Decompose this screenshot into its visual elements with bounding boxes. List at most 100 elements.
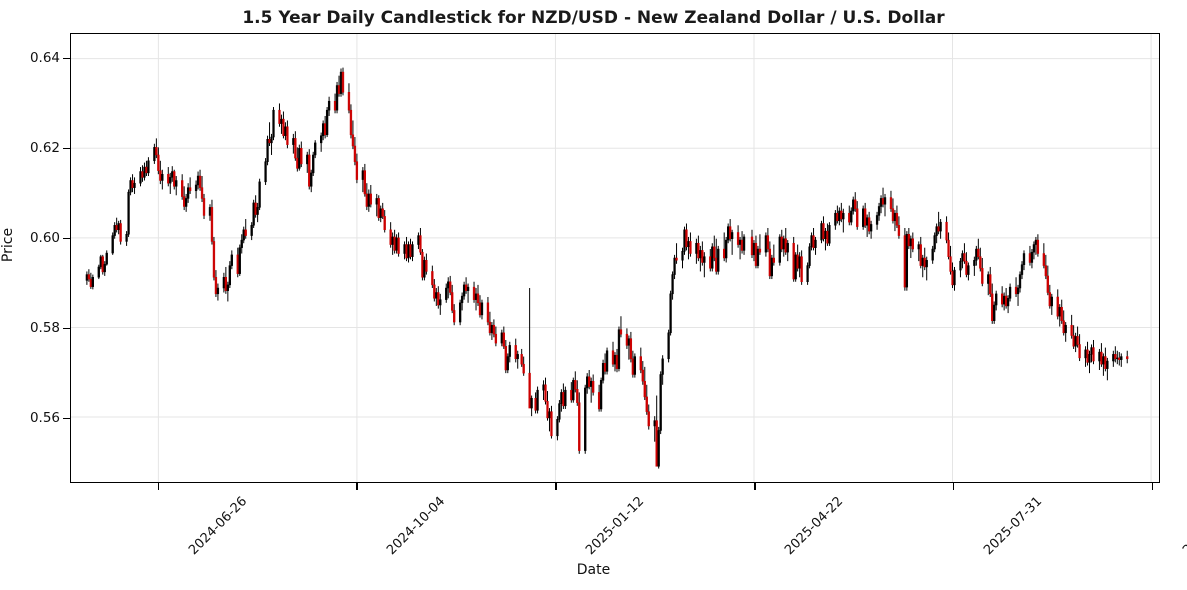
candle-body-down: [723, 248, 726, 259]
candle-body-down: [488, 321, 492, 334]
candle-body-down: [1042, 253, 1046, 266]
candle-body-down: [919, 244, 922, 266]
candle-body-down: [1046, 275, 1049, 293]
candlestick-bar: [806, 262, 809, 285]
candle-body-down: [728, 226, 732, 239]
candle-body-down: [1114, 354, 1117, 360]
candle-body-down: [758, 248, 762, 253]
candlestick-bar: [824, 227, 827, 251]
candlestick-bar: [562, 383, 565, 409]
x-axis-tick-label: 2024-10-04: [384, 494, 449, 559]
candlestick-bar: [1092, 339, 1095, 365]
candlestick-bar: [625, 328, 629, 349]
candlestick-bar: [458, 299, 462, 326]
candle-body-down: [1044, 265, 1047, 277]
candle-body-up: [395, 237, 398, 251]
candlestick-bar: [967, 262, 970, 281]
candle-body-up: [778, 236, 781, 263]
candlestick-bar: [139, 167, 142, 187]
candle-body-up: [516, 354, 519, 360]
candlestick-bar: [216, 283, 220, 301]
candlestick-bar: [784, 227, 787, 255]
candlestick-bar: [911, 232, 914, 253]
candlestick-bar: [230, 250, 233, 270]
candlestick-bar: [1088, 350, 1091, 374]
candlestick-bar: [864, 202, 867, 228]
candlestick-bar: [278, 103, 281, 127]
candle-body-up: [458, 302, 462, 323]
candlestick-bar: [280, 114, 283, 134]
candlestick-bar: [141, 165, 144, 182]
candle-body-up: [1106, 360, 1109, 369]
candle-body-down: [101, 256, 104, 273]
candlestick-bar: [310, 169, 313, 193]
candlestick-bar: [548, 408, 551, 432]
candle-body-up: [460, 295, 464, 304]
candle-body-up: [828, 225, 831, 244]
candlestick-bar: [953, 266, 956, 291]
candle-body-up: [935, 226, 938, 236]
candlestick-bar: [991, 283, 994, 324]
candlestick-bar: [85, 271, 89, 285]
candlestick-bar: [865, 214, 869, 237]
candle-body-up: [875, 215, 879, 225]
candle-body-down: [562, 392, 565, 407]
candlestick-bar: [500, 329, 503, 347]
candle-body-down: [546, 401, 549, 419]
candle-body-up: [1098, 351, 1101, 362]
candle-body-up: [973, 259, 976, 266]
candle-body-up: [536, 389, 539, 411]
candle-body-up: [1088, 354, 1091, 363]
candle-body-up: [216, 287, 220, 295]
candle-body-up: [842, 212, 845, 220]
candle-body-up: [917, 244, 920, 250]
candle-body-down: [965, 260, 968, 275]
candle-body-up: [556, 419, 559, 437]
candlestick-bar: [675, 243, 678, 264]
candlestick-bar: [854, 192, 857, 212]
y-axis-tick-label: 0.60: [29, 229, 60, 246]
candlestick-bar: [574, 371, 577, 393]
candle-body-up: [862, 208, 865, 227]
candlestick-bar: [183, 186, 186, 211]
candlestick-bar: [1028, 245, 1032, 266]
candlestick-bar: [703, 252, 706, 278]
candlestick-bar: [492, 319, 496, 338]
candle-body-up: [1020, 264, 1024, 275]
candlestick-bar: [852, 196, 855, 215]
candlestick-bar: [576, 380, 579, 406]
candle-body-up: [447, 281, 450, 289]
candle-body-up: [530, 397, 533, 409]
candlestick-bar: [333, 93, 337, 114]
candlestick-bar: [544, 377, 547, 405]
candlestick-bar: [405, 236, 408, 262]
candle-body-up: [671, 274, 674, 295]
candle-body-down: [131, 180, 134, 188]
candle-body-up: [564, 389, 567, 407]
candlestick-bar: [117, 220, 120, 235]
candlestick-bar: [421, 249, 424, 281]
candlestick-bar: [905, 231, 909, 291]
candlestick-bar: [431, 265, 434, 289]
candlestick-bar: [826, 223, 829, 246]
candlestick-bar: [879, 195, 883, 214]
candlestick-bar: [375, 193, 378, 217]
candle-body-down: [349, 109, 353, 136]
candle-body-down: [947, 239, 950, 257]
candlestick-bar: [875, 211, 879, 230]
candlestick-bar: [850, 207, 853, 226]
candle-body-up: [411, 244, 414, 257]
candlestick-bar: [486, 296, 490, 326]
candle-body-down: [989, 274, 992, 295]
candle-body-up: [852, 199, 855, 212]
candle-body-down: [145, 166, 148, 174]
candle-body-down: [365, 193, 368, 207]
candlestick-bar: [159, 160, 162, 185]
candlestick-bar: [1116, 350, 1119, 365]
candle-body-up: [208, 207, 212, 216]
candle-body-up: [125, 234, 128, 242]
candlestick-bar: [1030, 249, 1034, 269]
candlestick-bar: [167, 167, 170, 187]
candle-body-down: [323, 123, 327, 136]
